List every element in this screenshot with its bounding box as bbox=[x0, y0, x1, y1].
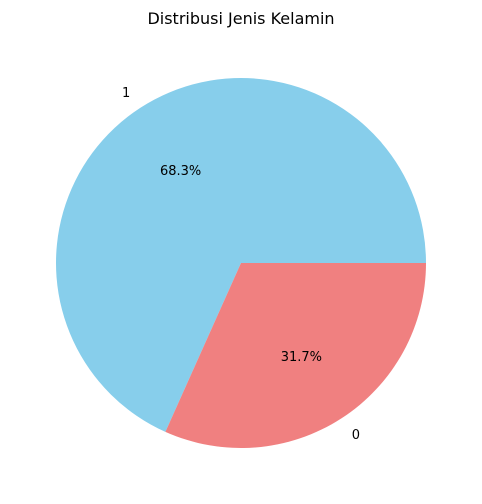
slice-label-1: 1 bbox=[122, 86, 130, 101]
pie-slice-1 bbox=[55, 78, 426, 432]
chart-title: Distribusi Jenis Kelamin bbox=[147, 9, 334, 28]
pie-slices bbox=[55, 78, 426, 449]
slice-label-0: 0 bbox=[352, 428, 360, 443]
pct-label-1: 68.3% bbox=[160, 164, 201, 179]
pct-label-0: 31.7% bbox=[281, 350, 322, 365]
pie-slice-0 bbox=[165, 263, 426, 449]
pie-labels: 1 68.3% 0 31.7% bbox=[122, 86, 360, 443]
